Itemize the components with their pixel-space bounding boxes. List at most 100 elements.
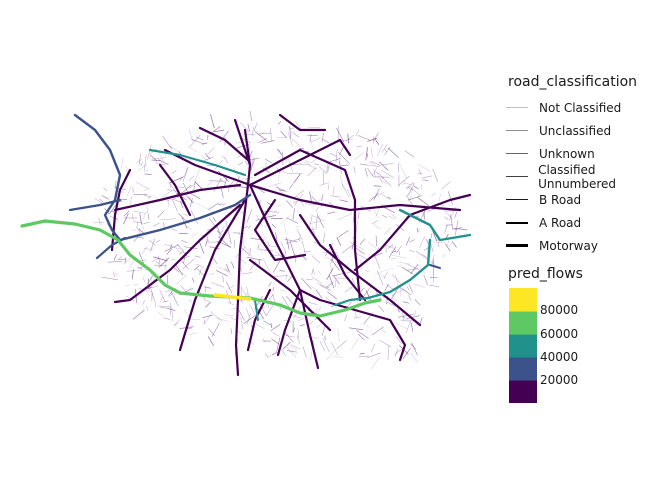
minor-road [348, 286, 354, 288]
minor-road [397, 308, 400, 313]
minor-road [454, 226, 463, 231]
minor-road [405, 181, 414, 190]
minor-road [280, 241, 287, 253]
minor-road [355, 129, 360, 137]
road-legend-key [505, 165, 528, 188]
minor-road [422, 179, 429, 182]
minor-road [399, 163, 407, 179]
minor-road [157, 311, 165, 318]
minor-road [384, 148, 387, 153]
a-road [248, 138, 352, 187]
minor-road [333, 185, 335, 195]
minor-road [280, 130, 287, 139]
minor-road [287, 131, 293, 147]
minor-road [127, 270, 136, 272]
minor-road [189, 185, 194, 189]
minor-road [315, 206, 319, 213]
minor-road [94, 198, 103, 204]
minor-road [293, 201, 298, 203]
minor-road [339, 175, 344, 188]
minor-road [317, 270, 321, 275]
minor-road [387, 345, 390, 361]
road-legend-key [505, 142, 529, 165]
minor-road [384, 283, 389, 292]
minor-road [366, 165, 381, 167]
a-road [253, 148, 362, 302]
minor-road [291, 131, 300, 138]
minor-road [277, 204, 282, 207]
minor-road [159, 290, 166, 303]
minor-road [406, 315, 420, 319]
minor-road [180, 285, 187, 293]
minor-road [371, 326, 384, 336]
minor-road [262, 211, 280, 213]
road-legend-label: Not Classified [539, 100, 622, 115]
a-road [278, 113, 327, 132]
minor-road [230, 261, 235, 269]
minor-road [370, 146, 373, 158]
road-legend-line-swatch [506, 107, 528, 108]
minor-road [152, 291, 154, 297]
pred-flows-colorbar-legend: 80000 60000 40000 20000 [505, 288, 672, 403]
minor-road [351, 277, 356, 285]
road-classification-legend: Not Classified Unclassified Unknown Classif… [505, 96, 672, 257]
minor-road [188, 175, 194, 182]
minor-road [210, 311, 222, 322]
minor-road [268, 293, 275, 300]
minor-road [373, 185, 382, 187]
road-legend-item: A Road [505, 211, 672, 234]
minor-road [276, 337, 281, 352]
minor-road [141, 211, 147, 221]
minor-road [282, 341, 291, 350]
minor-road [293, 173, 301, 184]
minor-road [164, 257, 167, 271]
minor-road [373, 168, 376, 178]
minor-road [339, 199, 348, 202]
minor-road [359, 163, 367, 165]
minor-road [196, 268, 204, 276]
minor-road [146, 291, 150, 297]
minor-road [227, 229, 232, 245]
minor-road [405, 236, 411, 246]
minor-road [271, 224, 277, 228]
minor-road [136, 226, 142, 236]
minor-road [243, 314, 257, 324]
minor-road [416, 228, 421, 233]
road-legend-line-swatch [505, 176, 528, 177]
minor-road [138, 163, 148, 171]
minor-road [270, 323, 273, 329]
minor-road [378, 272, 386, 279]
minor-road [319, 182, 330, 186]
minor-road [421, 254, 428, 258]
minor-road [397, 285, 412, 296]
minor-road [189, 134, 201, 147]
minor-road [172, 198, 184, 204]
minor-road [262, 258, 271, 272]
minor-road [391, 287, 399, 299]
minor-road [103, 187, 108, 192]
minor-road [365, 147, 368, 161]
minor-road [344, 314, 348, 322]
minor-road [339, 155, 341, 166]
minor-road [406, 263, 422, 272]
minor-road [302, 241, 306, 256]
minor-road [423, 274, 428, 286]
minor-road [378, 161, 389, 171]
minor-road [210, 114, 215, 129]
minor-road [222, 275, 224, 283]
minor-road [97, 217, 103, 226]
minor-road [305, 228, 317, 231]
minor-road [184, 287, 193, 293]
minor-road [360, 287, 365, 292]
minor-road [287, 350, 298, 353]
minor-road [123, 213, 129, 225]
minor-road [246, 308, 250, 318]
minor-road [321, 132, 324, 142]
minor-road [92, 221, 105, 224]
minor-road [212, 257, 218, 265]
minor-road [290, 344, 301, 350]
minor-road [180, 184, 192, 195]
minor-road [375, 170, 384, 184]
minor-road [153, 256, 168, 262]
minor-road [175, 264, 183, 275]
